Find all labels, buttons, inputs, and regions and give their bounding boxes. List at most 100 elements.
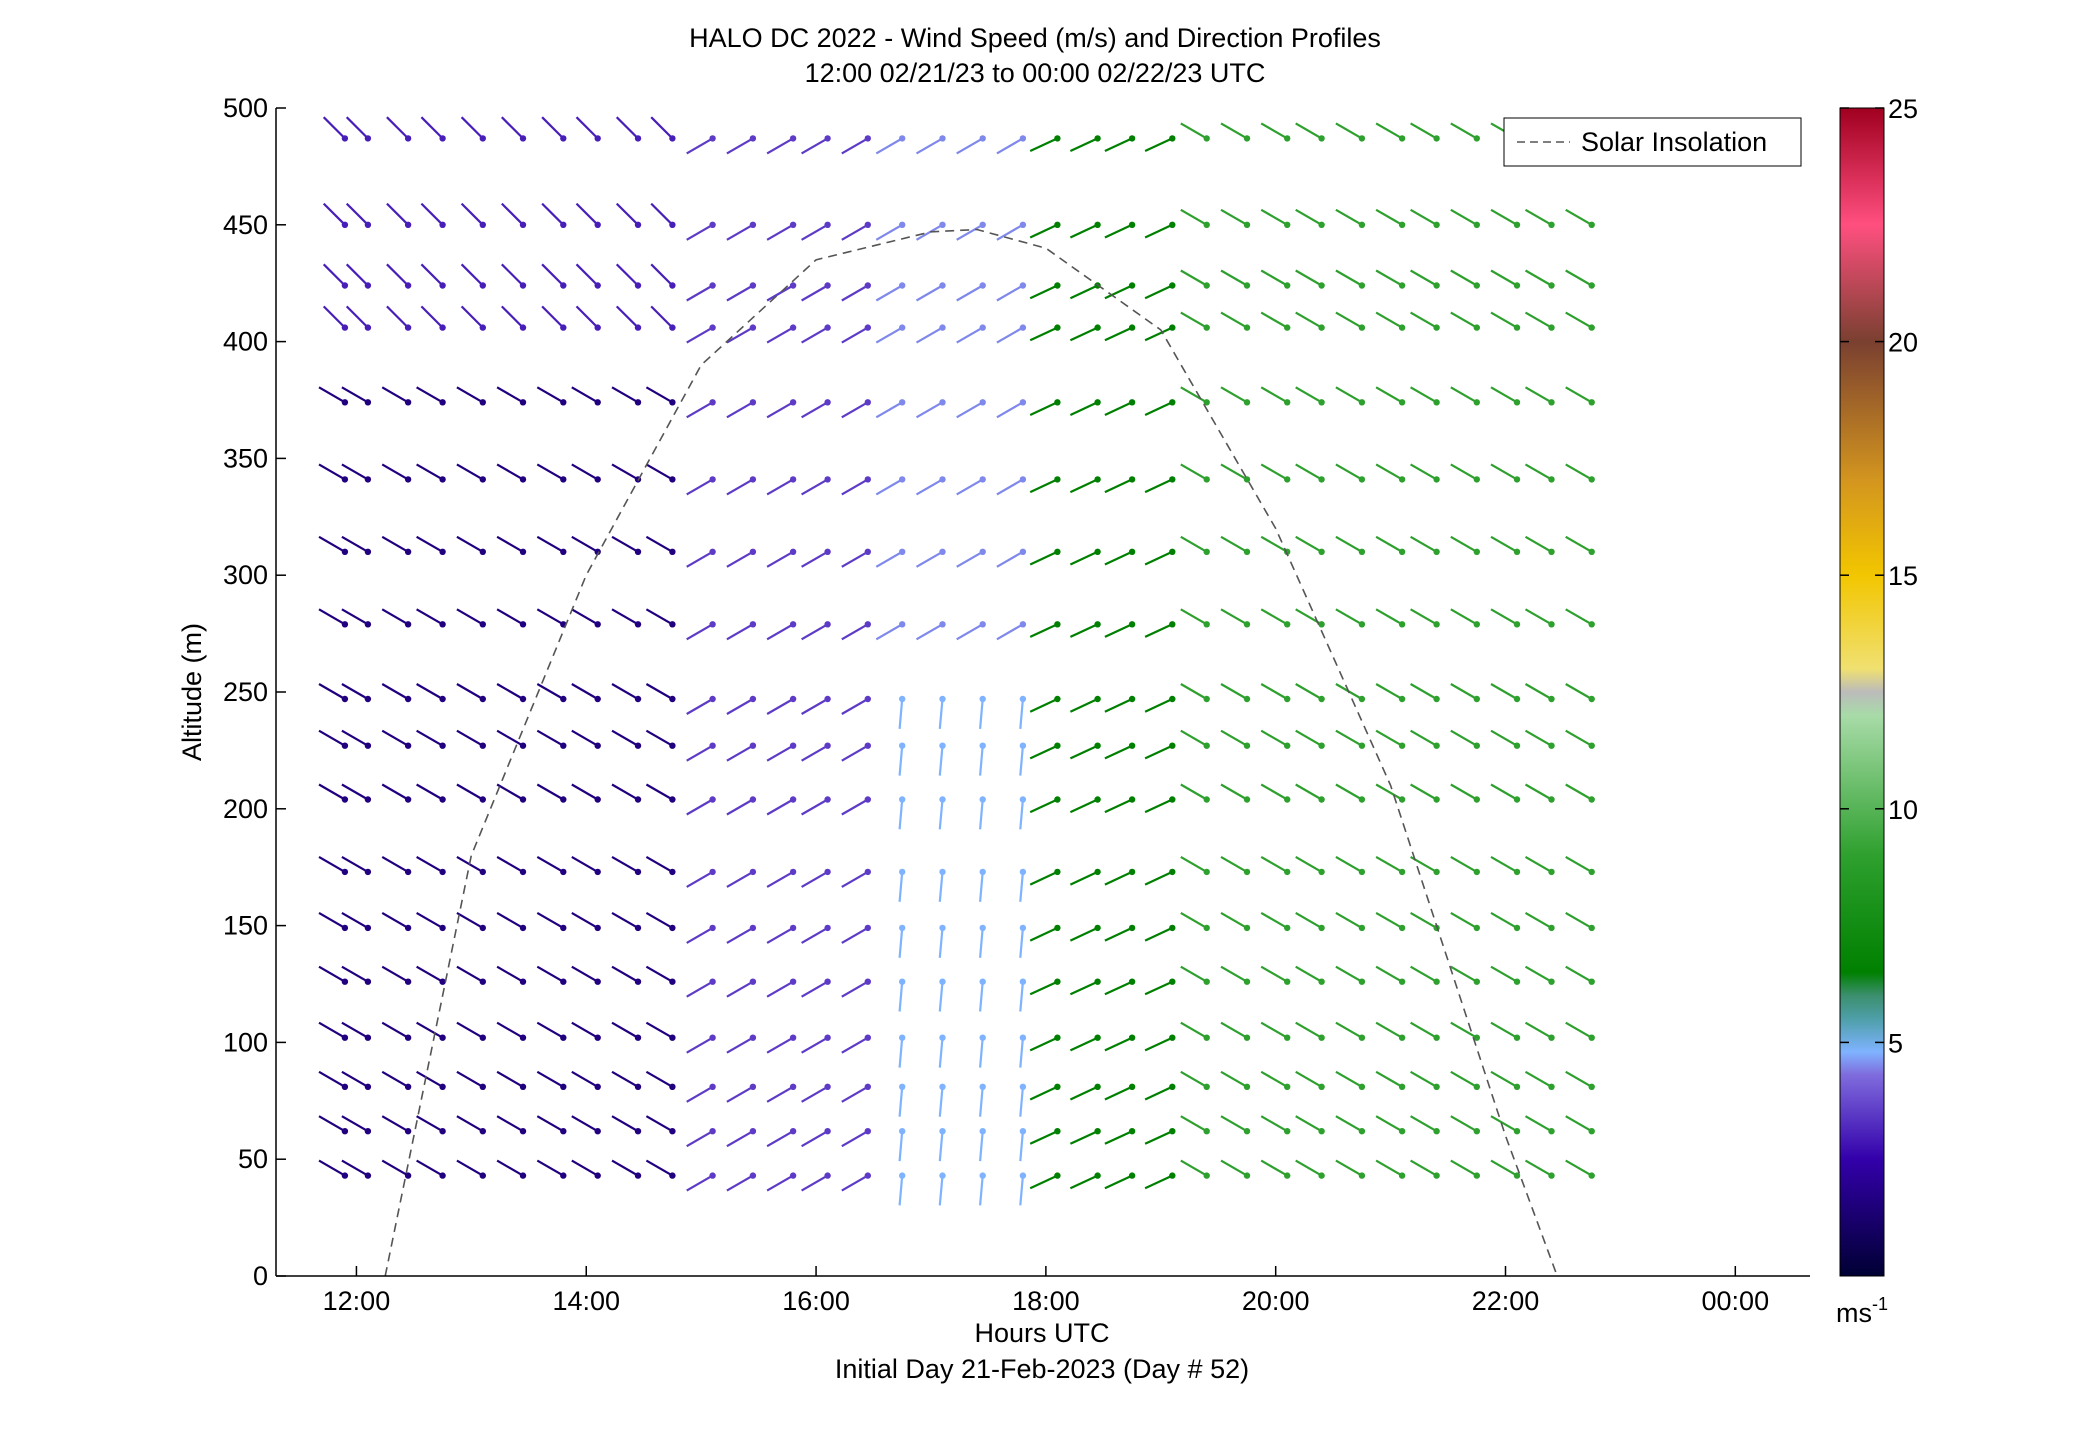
wind-barb bbox=[766, 698, 794, 715]
wind-barb-dot bbox=[1433, 221, 1440, 228]
wind-barb-dot bbox=[1284, 1083, 1291, 1091]
wind-barb bbox=[496, 911, 524, 929]
wind-barb-dot bbox=[479, 978, 486, 985]
wind-barb bbox=[322, 305, 346, 329]
wind-barb bbox=[1220, 729, 1248, 747]
wind-barb bbox=[456, 729, 484, 747]
wind-barb bbox=[841, 1085, 869, 1103]
wind-barb bbox=[341, 608, 369, 626]
wind-barb bbox=[1260, 1115, 1288, 1133]
wind-barb-dot bbox=[709, 1034, 716, 1041]
wind-barb bbox=[1260, 386, 1288, 404]
wind-barb-dot bbox=[1169, 978, 1176, 985]
wind-barb-dot bbox=[1398, 924, 1406, 932]
wind-barb bbox=[345, 263, 369, 287]
wind-barb-dot bbox=[1513, 548, 1521, 555]
wind-barb bbox=[460, 305, 484, 329]
wind-barb-dot bbox=[1318, 476, 1325, 483]
wind-barb-dot bbox=[364, 924, 372, 932]
wind-barb bbox=[416, 729, 444, 747]
wind-barb bbox=[1180, 463, 1208, 481]
wind-barb bbox=[420, 116, 444, 140]
wind-barb bbox=[341, 855, 369, 873]
wind-barb bbox=[1029, 1130, 1058, 1145]
wind-barb-dot bbox=[1284, 868, 1291, 876]
wind-barb bbox=[1260, 729, 1288, 747]
wind-barb-dot bbox=[479, 399, 486, 406]
wind-barb bbox=[1335, 311, 1363, 329]
wind-barb bbox=[1565, 683, 1593, 700]
wind-barb bbox=[1375, 729, 1403, 747]
wind-barb bbox=[611, 1159, 639, 1177]
wind-barb bbox=[875, 550, 903, 568]
wind-barb bbox=[456, 1115, 484, 1133]
wind-barb-dot bbox=[1513, 924, 1521, 932]
wind-barb bbox=[611, 855, 639, 873]
wind-barb bbox=[1019, 1037, 1024, 1068]
wind-barb bbox=[1565, 208, 1593, 226]
wind-barb bbox=[1260, 269, 1288, 287]
wind-barb bbox=[571, 463, 599, 481]
wind-barb bbox=[416, 783, 444, 801]
wind-barb bbox=[571, 729, 599, 747]
wind-barb-dot bbox=[1203, 1083, 1210, 1091]
wind-barb bbox=[1565, 463, 1593, 481]
wind-barb bbox=[915, 401, 944, 419]
wind-barb bbox=[1375, 783, 1403, 801]
wind-barb-dot bbox=[1588, 476, 1595, 483]
wind-barb bbox=[456, 1159, 484, 1177]
wind-barb-dot bbox=[1019, 1172, 1027, 1179]
wind-barb bbox=[1335, 386, 1363, 404]
wind-barb-dot bbox=[1019, 282, 1027, 289]
wind-barb bbox=[1220, 311, 1248, 329]
wind-barb bbox=[726, 623, 754, 641]
wind-barb bbox=[318, 1021, 346, 1039]
wind-barb bbox=[1524, 729, 1553, 747]
wind-barb bbox=[1220, 208, 1248, 226]
wind-barb bbox=[841, 744, 869, 762]
wind-barb bbox=[766, 284, 794, 302]
wind-barb bbox=[1029, 401, 1058, 416]
wind-barb bbox=[645, 683, 673, 700]
wind-barb bbox=[1260, 535, 1288, 553]
wind-barb bbox=[1069, 798, 1099, 814]
wind-barb-dot bbox=[1243, 868, 1251, 876]
wind-barb bbox=[496, 386, 524, 404]
wind-barb bbox=[1410, 122, 1438, 140]
wind-barb-dot bbox=[1398, 796, 1406, 803]
wind-barb bbox=[1144, 870, 1173, 886]
y-axis-ticks: 0 50 100 150 200 250 300 350 400 450 500 bbox=[223, 93, 286, 1291]
wind-barb-dot bbox=[1128, 868, 1136, 876]
wind-barb-dot bbox=[939, 1128, 946, 1135]
wind-barb-dot bbox=[1398, 221, 1406, 228]
wind-barb-dot bbox=[824, 399, 831, 406]
wind-barb bbox=[1375, 386, 1403, 404]
wind-barb bbox=[456, 683, 484, 700]
wind-barb-dot bbox=[1284, 282, 1291, 289]
wind-barb-dot bbox=[594, 796, 601, 803]
wind-barb bbox=[801, 1036, 829, 1054]
wind-barb bbox=[420, 202, 444, 226]
wind-barb-dot bbox=[594, 282, 601, 289]
wind-barb-dot bbox=[560, 1083, 567, 1091]
wind-barb bbox=[1295, 1070, 1323, 1088]
wind-barb bbox=[1069, 401, 1099, 416]
wind-barb bbox=[1410, 965, 1438, 983]
colorbar-tick-label: 20 bbox=[1888, 328, 1918, 358]
colorbar-unit-label: ms-1 bbox=[1836, 1294, 1888, 1328]
wind-barb-dot bbox=[1243, 695, 1251, 703]
wind-barb bbox=[938, 1037, 944, 1068]
wind-barb-dot bbox=[1094, 1034, 1101, 1041]
wind-barb-dot bbox=[669, 324, 676, 331]
wind-barb-dot bbox=[1169, 399, 1176, 406]
wind-barb bbox=[1069, 623, 1099, 638]
wind-barb bbox=[571, 783, 599, 801]
wind-barb bbox=[979, 799, 984, 830]
wind-barb bbox=[979, 698, 984, 729]
wind-barb-dot bbox=[404, 1172, 412, 1179]
wind-barb-dot bbox=[1318, 695, 1325, 703]
wind-barb-dot bbox=[1243, 742, 1251, 749]
wind-barb-dot bbox=[519, 221, 527, 228]
wind-barb-dot bbox=[594, 135, 601, 142]
wind-barb-dot bbox=[899, 621, 906, 628]
